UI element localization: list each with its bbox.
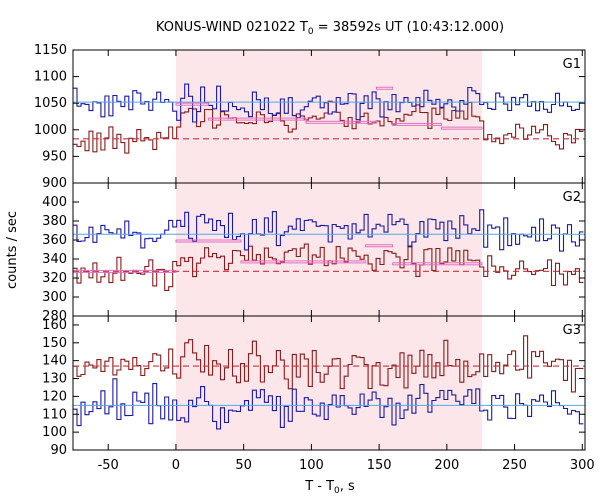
y-tick-label: 1100 xyxy=(34,70,67,85)
y-tick-label: 300 xyxy=(42,290,67,305)
y-tick-label: 360 xyxy=(42,233,67,248)
series-b-averaged-step xyxy=(440,126,483,130)
x-tick-label: 50 xyxy=(235,458,252,473)
x-axis-label: T - T0, s xyxy=(304,479,355,496)
panel-g3: 90 100 110 120 130 140 150 160 G3 xyxy=(42,315,586,458)
series-b-trace xyxy=(73,335,584,393)
panel-traces xyxy=(73,335,585,430)
series-b-averaged-step xyxy=(392,262,483,266)
series-b-averaged-step xyxy=(207,117,307,121)
y-tick-label: 950 xyxy=(42,149,67,164)
panel-g2: 280 300 320 340 360 380 400 G2 xyxy=(42,182,586,324)
x-tick-label: 250 xyxy=(502,458,527,473)
y-tick-label: 120 xyxy=(42,389,67,404)
x-tick-label: 150 xyxy=(367,458,392,473)
y-tick-label: 900 xyxy=(42,176,67,191)
x-tick-label: 300 xyxy=(570,458,595,473)
x-tick-label: 200 xyxy=(434,458,459,473)
y-tick-label: 380 xyxy=(42,214,67,229)
y-tick-label: 150 xyxy=(42,336,67,351)
y-tick-label: 100 xyxy=(42,425,67,440)
burst-interval-shade xyxy=(175,183,483,316)
x-tick-label: -50 xyxy=(98,458,119,473)
panel-frame xyxy=(72,315,586,451)
panel-g1: 900 950 1000 1050 1100 1150 G1 xyxy=(34,43,586,191)
y-tick-label: 400 xyxy=(42,195,67,210)
y-tick-label: 280 xyxy=(42,309,67,324)
panel-traces xyxy=(73,83,585,154)
burst-interval-shade xyxy=(175,50,483,183)
panel-traces xyxy=(73,209,585,291)
series-b-averaged-step xyxy=(175,102,209,106)
y-tick-label: 160 xyxy=(42,318,67,333)
y-tick-label: 340 xyxy=(42,252,67,267)
y-tick-label: 320 xyxy=(42,271,67,286)
y-tick-label: 140 xyxy=(42,354,67,369)
x-tick-label: 0 xyxy=(172,458,180,473)
series-b-averaged-step xyxy=(175,239,242,243)
y-axis-label: counts / sec xyxy=(5,211,20,289)
panel-label: G2 xyxy=(563,190,581,205)
panel-label: G3 xyxy=(563,323,581,338)
y-tick-label: 90 xyxy=(50,443,67,458)
burst-interval-shade xyxy=(175,316,483,450)
series-b-averaged-step xyxy=(375,86,394,90)
y-tick-label: 110 xyxy=(42,407,67,422)
series-b-averaged-step xyxy=(365,244,394,248)
chart-title: KONUS-WIND 021022 T0 = 38592s UT (10:43:… xyxy=(156,20,504,37)
series-b-averaged-step xyxy=(305,120,377,124)
panel-label: G1 xyxy=(563,57,581,72)
y-tick-label: 130 xyxy=(42,372,67,387)
series-b-averaged-step xyxy=(73,269,177,273)
x-tick-label: 100 xyxy=(299,458,324,473)
y-tick-label: 1150 xyxy=(34,43,67,58)
series-b-averaged-step xyxy=(392,122,442,126)
y-tick-label: 1050 xyxy=(34,96,67,111)
series-b-averaged-step xyxy=(240,260,367,264)
series-a-trace xyxy=(73,83,584,123)
plot-area: 9009501000105011001150G12803003203403603… xyxy=(34,43,595,473)
y-tick-label: 1000 xyxy=(34,123,67,138)
